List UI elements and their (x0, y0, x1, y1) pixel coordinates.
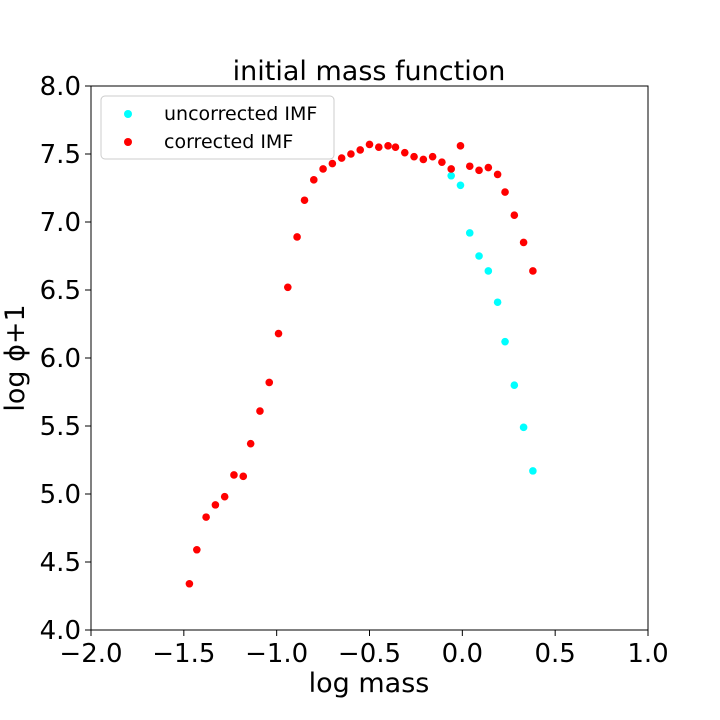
data-point (384, 142, 392, 150)
data-point (428, 152, 437, 161)
series-uncorrected-imf (447, 171, 537, 475)
plot-frame (90, 85, 649, 631)
x-tick-label: 0.5 (534, 639, 575, 669)
data-point (465, 162, 474, 171)
y-tick-label: 7.0 (40, 208, 81, 238)
data-point (374, 143, 383, 151)
x-tick-label: 0.0 (442, 639, 483, 669)
x-axis-label: log mass (309, 668, 430, 699)
data-point (475, 252, 483, 260)
data-point (529, 467, 537, 475)
data-point (484, 163, 493, 172)
x-tick-label: −1.0 (245, 639, 308, 669)
chart-title: initial mass function (233, 56, 506, 87)
legend: uncorrected IMF corrected IMF (100, 95, 335, 160)
data-point (456, 181, 465, 190)
y-tick-label: 8.0 (40, 72, 81, 102)
data-point (456, 142, 465, 150)
y-tick-label: 7.5 (40, 140, 81, 170)
data-point (300, 196, 309, 205)
data-point (220, 492, 229, 501)
data-point (510, 211, 519, 219)
x-tick-label: −2.0 (59, 639, 122, 669)
data-point (246, 439, 255, 448)
data-point (319, 165, 327, 173)
y-tick-label: 5.5 (40, 412, 81, 442)
data-point (391, 143, 400, 151)
series-corrected-imf (185, 140, 537, 588)
legend-label-uncorrected: uncorrected IMF (164, 103, 317, 125)
data-point (400, 148, 409, 157)
data-point (310, 176, 318, 184)
y-tick-label: 4.5 (40, 548, 81, 578)
data-point (484, 267, 493, 275)
data-point (501, 337, 509, 346)
data-point (239, 472, 248, 481)
data-point (193, 545, 201, 554)
data-point (328, 159, 337, 168)
x-tick-label: −1.5 (152, 639, 215, 669)
data-point (256, 407, 264, 415)
data-point (510, 381, 519, 390)
legend-marker-uncorrected (124, 110, 132, 118)
data-point (185, 579, 194, 588)
data-point (274, 329, 283, 338)
data-point (410, 152, 418, 161)
data-point (447, 171, 455, 180)
data-point (493, 298, 502, 307)
data-point (447, 165, 455, 173)
data-point (419, 155, 428, 164)
legend-label-corrected: corrected IMF (164, 131, 293, 153)
data-point (356, 146, 365, 154)
data-point (284, 283, 292, 292)
data-point (519, 238, 528, 247)
y-tick-label: 6.0 (40, 344, 81, 374)
x-tick-label: −0.5 (338, 639, 401, 669)
data-point (475, 166, 483, 175)
y-tick-label: 5.0 (40, 480, 81, 510)
data-point (293, 233, 301, 241)
y-tick-label: 4.0 (40, 616, 81, 646)
data-point (265, 378, 274, 387)
data-point (337, 154, 346, 162)
legend-marker-corrected (124, 138, 132, 146)
data-point (519, 423, 528, 432)
data-point (493, 170, 502, 179)
data-point (438, 158, 446, 166)
data-point (501, 188, 509, 196)
data-point (211, 501, 220, 509)
data-point (365, 140, 374, 149)
data-point (230, 471, 238, 479)
data-point (347, 150, 355, 158)
y-axis-label: log ϕ+1 (0, 304, 31, 411)
data-point (465, 229, 474, 237)
legend-box (100, 95, 335, 160)
y-tick-label: 6.5 (40, 276, 81, 306)
x-tick-label: 1.0 (627, 639, 668, 669)
data-point (202, 513, 210, 521)
data-point (529, 267, 537, 275)
